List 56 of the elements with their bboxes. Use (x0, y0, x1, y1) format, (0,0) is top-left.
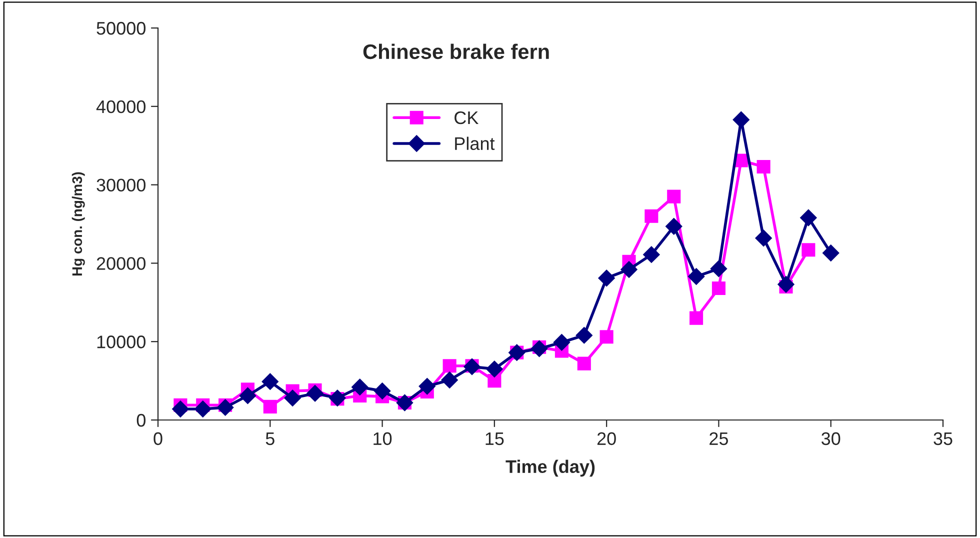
point (822, 244, 840, 262)
legend-label: CK (454, 111, 479, 124)
x-tick-label: 15 (486, 432, 504, 446)
point (262, 373, 279, 390)
point (577, 356, 591, 370)
y-axis-title: Hg con. (ng/m3) (72, 172, 85, 276)
x-tick-label: 35 (934, 432, 952, 446)
point (644, 209, 658, 223)
point (216, 399, 234, 416)
legend-label: Plant (455, 136, 495, 150)
point (488, 374, 502, 388)
y-tick-label: 50000 (96, 22, 146, 35)
y-tick-label: 40000 (96, 100, 146, 114)
y-tick-label: 10000 (97, 336, 146, 348)
y-tick-label: 20000 (96, 257, 146, 270)
x-tick-label: 10 (374, 432, 392, 446)
point (172, 400, 189, 418)
text: Chinese brake fern (363, 44, 549, 60)
point (710, 260, 728, 278)
x-tick-label: 25 (710, 432, 728, 446)
point (755, 230, 772, 246)
point (351, 378, 368, 396)
point (553, 334, 570, 351)
point (576, 326, 593, 344)
point (418, 378, 436, 395)
y-tick-label: 0 (136, 414, 146, 427)
point (690, 311, 704, 325)
point (667, 190, 681, 204)
point (441, 372, 458, 388)
point (263, 400, 277, 414)
point (732, 111, 750, 128)
point (239, 387, 256, 404)
point (688, 268, 705, 285)
point (284, 390, 301, 406)
point (778, 276, 794, 293)
point (374, 382, 391, 400)
point (665, 218, 682, 235)
point (756, 160, 770, 174)
point (802, 243, 816, 257)
x-tick-label: 0 (154, 432, 162, 446)
point (712, 282, 726, 296)
point (194, 400, 212, 418)
x-tick-label: 5 (266, 432, 274, 446)
x-tick-label: 30 (822, 432, 840, 446)
x-axis-title: Time (day) (506, 460, 595, 477)
point (800, 209, 817, 226)
point (486, 360, 503, 378)
point (442, 359, 456, 373)
y-tick-label: 30000 (96, 178, 146, 192)
point (643, 246, 660, 263)
point (306, 384, 324, 402)
point (620, 261, 638, 278)
point (598, 270, 615, 286)
x-tick-label: 20 (597, 432, 616, 446)
point (530, 340, 548, 358)
point (600, 330, 614, 344)
